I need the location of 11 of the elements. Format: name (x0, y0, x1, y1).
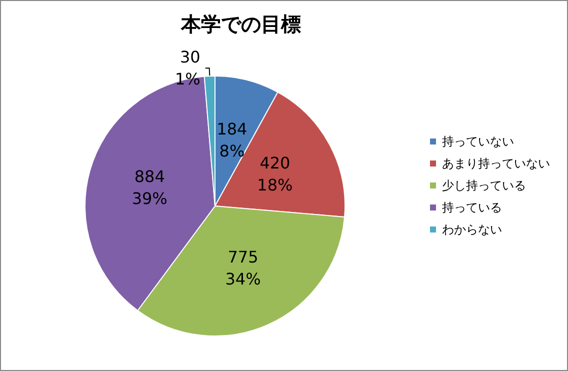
data-label: 184 8% (216, 120, 248, 161)
data-label: 30 1% (174, 48, 200, 89)
data-label: 420 18% (257, 153, 293, 194)
legend-label: 持っていない (442, 134, 514, 148)
legend-label: わからない (442, 222, 502, 236)
chart-title: 本学での目標 (180, 12, 301, 36)
legend-label: 持っている (442, 200, 502, 214)
data-label: 884 39% (132, 166, 168, 208)
data-label: 775 34% (225, 247, 261, 288)
legend-label: あまり持っていない (442, 156, 550, 170)
legend-label: 少し持っている (442, 178, 526, 192)
